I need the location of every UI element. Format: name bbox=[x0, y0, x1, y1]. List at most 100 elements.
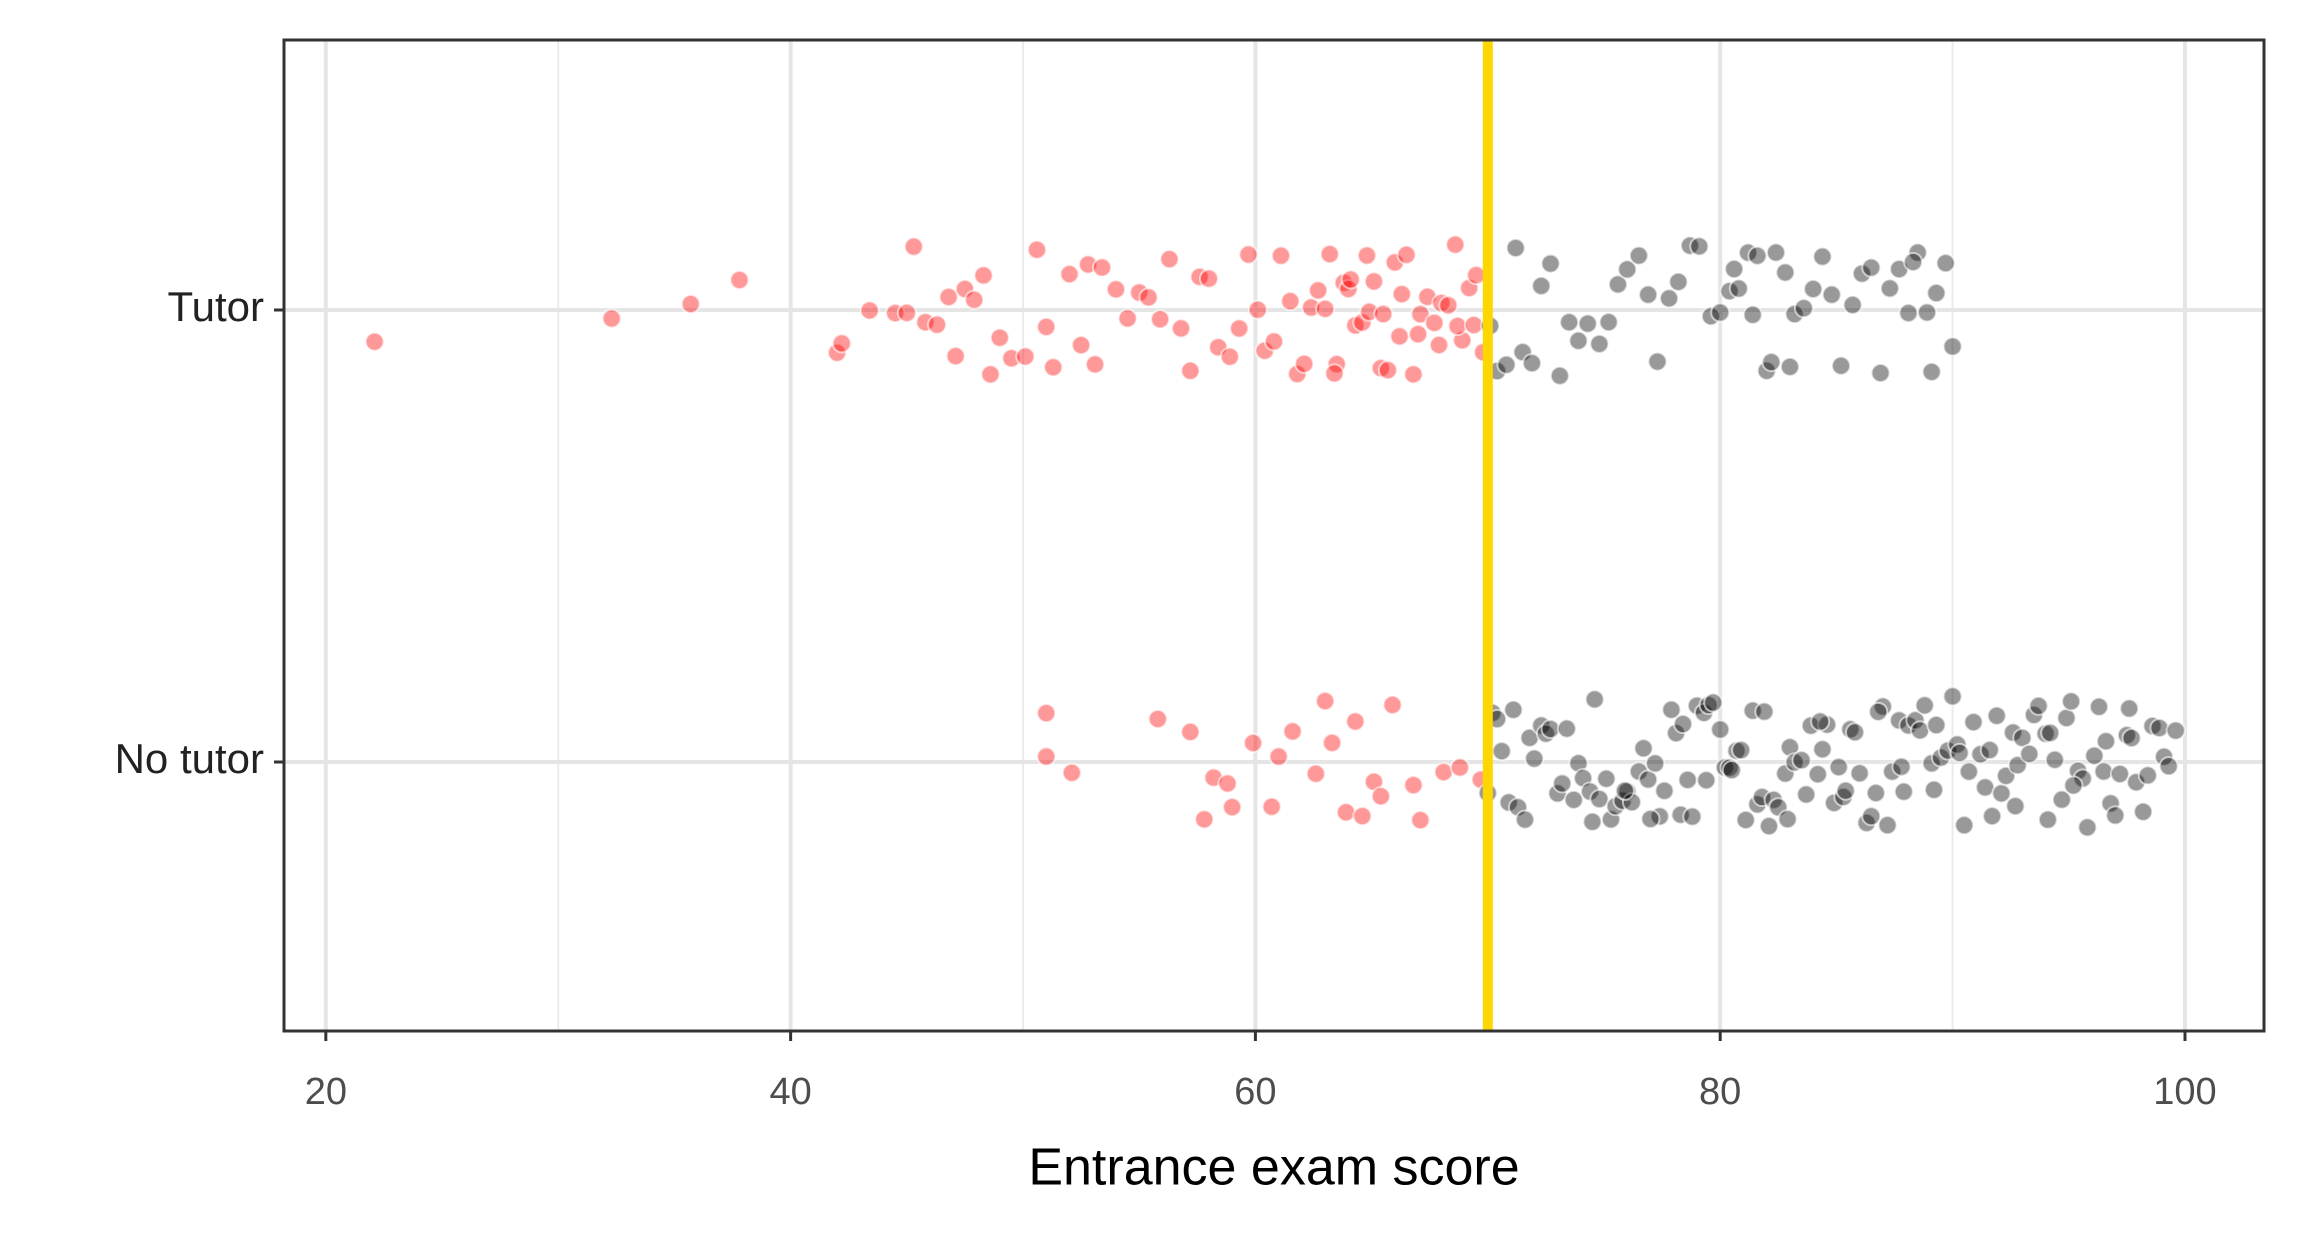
point bbox=[1752, 787, 1773, 808]
point bbox=[1424, 312, 1445, 333]
point bbox=[2149, 717, 2170, 738]
point bbox=[1668, 271, 1689, 292]
point bbox=[1889, 710, 1910, 731]
point bbox=[1117, 308, 1138, 329]
point bbox=[1238, 244, 1259, 265]
point bbox=[1268, 746, 1289, 767]
point bbox=[945, 346, 966, 367]
point bbox=[2056, 707, 2077, 728]
point bbox=[1433, 762, 1454, 783]
point bbox=[1382, 694, 1403, 715]
point bbox=[1496, 354, 1517, 375]
point bbox=[1036, 316, 1057, 337]
point bbox=[1408, 324, 1429, 345]
point bbox=[1043, 357, 1064, 378]
panel-border bbox=[282, 38, 2266, 1033]
point bbox=[1735, 809, 1756, 830]
point bbox=[2158, 756, 2179, 777]
point bbox=[1793, 298, 1814, 319]
point bbox=[1129, 282, 1150, 303]
point bbox=[1059, 264, 1080, 285]
point bbox=[1724, 259, 1745, 280]
point bbox=[1194, 809, 1215, 830]
point bbox=[1540, 719, 1561, 740]
point bbox=[1336, 802, 1357, 823]
point bbox=[1812, 739, 1833, 760]
point bbox=[1607, 274, 1628, 295]
point bbox=[973, 265, 994, 286]
point bbox=[1403, 364, 1424, 385]
point bbox=[1647, 351, 1668, 372]
point bbox=[1917, 302, 1938, 323]
point bbox=[1754, 701, 1775, 722]
point bbox=[1645, 753, 1666, 774]
point bbox=[1410, 810, 1431, 831]
point bbox=[1219, 346, 1240, 367]
point bbox=[1556, 718, 1577, 739]
point bbox=[1568, 753, 1589, 774]
point bbox=[1092, 257, 1113, 278]
point bbox=[1831, 355, 1852, 376]
point bbox=[1524, 748, 1545, 769]
point bbox=[1280, 291, 1301, 312]
point bbox=[1582, 811, 1603, 832]
point bbox=[2095, 731, 2116, 752]
point bbox=[1721, 760, 1742, 781]
point bbox=[1505, 237, 1526, 258]
point bbox=[2137, 765, 2158, 786]
point bbox=[1466, 265, 1487, 286]
point bbox=[1521, 353, 1542, 374]
point bbox=[1868, 701, 1889, 722]
point bbox=[1324, 363, 1345, 384]
point bbox=[896, 302, 917, 323]
panel bbox=[284, 40, 2264, 1031]
point bbox=[1373, 304, 1394, 325]
point bbox=[1879, 278, 1900, 299]
point bbox=[1796, 784, 1817, 805]
point bbox=[1807, 764, 1828, 785]
point bbox=[1812, 246, 1833, 267]
point bbox=[1633, 738, 1654, 759]
point bbox=[1777, 809, 1798, 830]
point bbox=[1171, 318, 1192, 339]
point bbox=[1377, 360, 1398, 381]
point bbox=[1861, 257, 1882, 278]
point bbox=[1429, 334, 1449, 355]
point bbox=[1180, 360, 1201, 381]
point bbox=[1673, 714, 1694, 735]
point bbox=[1877, 815, 1898, 836]
point bbox=[1710, 302, 1731, 323]
x-axis-title: Entrance exam score bbox=[1028, 1139, 1519, 1197]
point bbox=[1865, 783, 1886, 804]
point bbox=[2126, 772, 2147, 793]
point bbox=[2154, 746, 2175, 767]
point bbox=[1563, 789, 1584, 810]
point bbox=[1835, 780, 1856, 801]
point bbox=[903, 236, 924, 257]
point bbox=[1447, 316, 1468, 337]
point bbox=[927, 314, 948, 335]
point bbox=[1352, 312, 1373, 333]
point bbox=[1105, 279, 1126, 300]
point bbox=[1568, 330, 1589, 351]
point bbox=[1640, 808, 1661, 829]
point bbox=[601, 308, 622, 329]
point bbox=[1315, 691, 1336, 712]
point bbox=[1352, 806, 1373, 827]
point bbox=[1747, 245, 1768, 266]
point bbox=[1085, 354, 1106, 375]
point bbox=[1015, 346, 1036, 367]
point bbox=[1882, 761, 1903, 782]
point bbox=[1356, 245, 1377, 266]
point bbox=[1180, 721, 1201, 742]
point bbox=[1589, 333, 1610, 354]
point bbox=[1926, 283, 1947, 304]
point bbox=[1779, 737, 1800, 758]
point bbox=[964, 289, 985, 310]
point bbox=[1308, 280, 1329, 301]
point bbox=[1147, 708, 1168, 729]
point bbox=[1891, 756, 1912, 777]
point bbox=[1549, 365, 1570, 386]
point bbox=[1842, 294, 1863, 315]
